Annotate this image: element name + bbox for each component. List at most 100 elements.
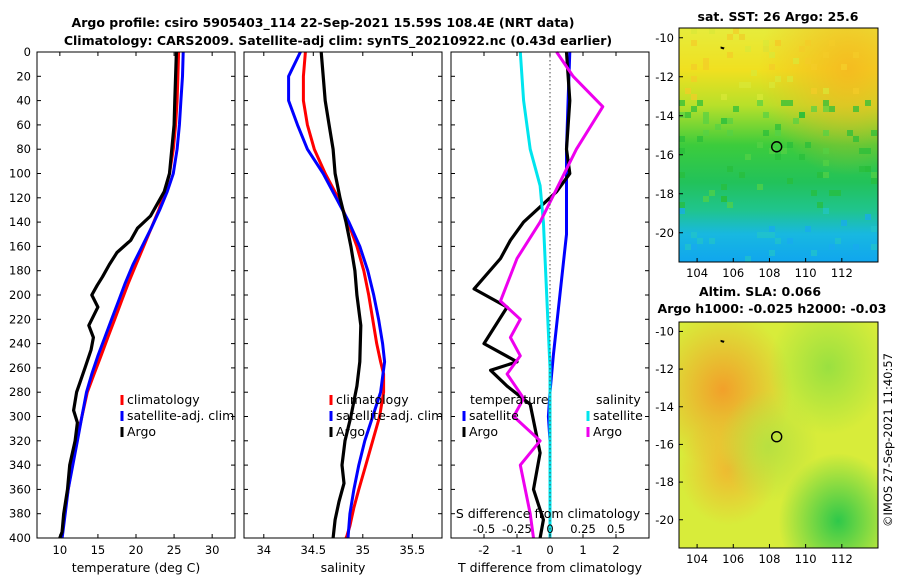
- xtick-label: -2: [478, 543, 489, 557]
- sst-pixel: [775, 154, 781, 160]
- sst-pixel: [739, 34, 745, 40]
- legend-label: salinity: [596, 392, 641, 407]
- xaxis-label: T difference from climatology: [457, 560, 643, 575]
- sst-pixel: [769, 250, 775, 256]
- ytick-label: 20: [16, 69, 31, 83]
- sst-map-frame: [678, 27, 879, 263]
- sst-pixel: [799, 46, 805, 52]
- ytick-label: 180: [9, 264, 31, 278]
- xtick-label: 35: [355, 543, 370, 557]
- xtick-label: 35.5: [399, 543, 425, 557]
- sst-pixel: [811, 250, 817, 256]
- salinity-series-0: [301, 51, 386, 539]
- sla-map-frame: [678, 321, 879, 549]
- sst-pixel: [853, 88, 859, 94]
- sst-pixel: [703, 64, 709, 70]
- sst-pixel: [853, 52, 859, 58]
- sst-pixel: [691, 244, 697, 250]
- difference-series-2: [518, 51, 552, 538]
- sst-pixel: [763, 40, 769, 46]
- sst-pixel: [823, 148, 829, 154]
- sst-pixel: [679, 208, 685, 214]
- argo-position-marker: [770, 430, 783, 443]
- legend-label: temperature: [470, 392, 549, 407]
- sst-pixel: [775, 124, 781, 130]
- sst-pixel: [853, 244, 859, 250]
- sst-pixel: [727, 130, 733, 136]
- temperature-panel: 0 20 40 60 80 100 120 140 160 180 200 220 240 260 280 3…: [9, 45, 236, 575]
- map-xtick-label: 112: [831, 552, 853, 566]
- ytick-label: 400: [9, 531, 31, 545]
- sst-pixel: [769, 52, 775, 58]
- ytick-label: 260: [9, 361, 31, 375]
- map-ytick-label: -10: [655, 31, 674, 45]
- legend-label: climatology: [127, 392, 200, 407]
- sst-pixel: [775, 238, 781, 244]
- sst-pixel: [703, 112, 709, 118]
- salinity-panel: 34 34.5 35 35.5 salinity climatologysatellite…: [243, 51, 443, 575]
- sst-pixel: [697, 136, 703, 142]
- sst-pixel: [697, 238, 703, 244]
- xtick-label: 2: [612, 543, 619, 557]
- temperature-series-1: [60, 51, 185, 539]
- difference-panel: -2 -1 0 1 2 T difference from climatology S di…: [450, 51, 650, 575]
- sst-pixel: [865, 166, 871, 172]
- sst-pixel: [709, 238, 715, 244]
- sst-pixel: [859, 166, 865, 172]
- sst-pixel: [721, 196, 727, 202]
- legend-label: Argo: [336, 424, 365, 439]
- sst-pixel: [691, 40, 697, 46]
- sst-pixel: [805, 226, 811, 232]
- sst-pixel: [739, 172, 745, 178]
- ytick-label: 100: [9, 167, 31, 181]
- sst-pixel: [763, 130, 769, 136]
- sst-pixel: [859, 148, 865, 154]
- sst-pixel: [703, 58, 709, 64]
- sst-pixel: [811, 106, 817, 112]
- sst-pixel: [727, 166, 733, 172]
- sst-pixel: [811, 190, 817, 196]
- map-ytick-label: -20: [655, 513, 674, 527]
- sst-pixel: [871, 130, 877, 136]
- map-ytick-label: -14: [655, 400, 674, 414]
- sst-pixel: [841, 64, 847, 70]
- sst-pixel: [763, 112, 769, 118]
- ytick-label: 60: [16, 118, 31, 132]
- sst-pixel: [727, 118, 733, 124]
- sst-pixel: [679, 172, 685, 178]
- sst-pixel: [757, 100, 763, 106]
- ytick-label: 240: [9, 337, 31, 351]
- sst-pixel: [691, 64, 697, 70]
- sst-pixel: [769, 226, 775, 232]
- legend-label: Argo: [469, 424, 498, 439]
- sst-pixel: [691, 28, 697, 34]
- sst-pixel: [787, 142, 793, 148]
- sst-pixel: [823, 172, 829, 178]
- sst-pixel: [745, 154, 751, 160]
- temperature-axes-frame: [36, 51, 236, 539]
- sst-pixel: [763, 46, 769, 52]
- sst-pixel: [745, 256, 751, 262]
- xtick-label: 15: [91, 543, 106, 557]
- island-marker: [720, 46, 725, 50]
- ytick-label: 200: [9, 288, 31, 302]
- sst-pixel: [763, 232, 769, 238]
- ytick-label: 340: [9, 458, 31, 472]
- sst-pixel: [853, 106, 859, 112]
- xtick-label: 30: [205, 543, 220, 557]
- difference-series-3: [499, 51, 605, 539]
- sst-map-title: sat. SST: 26 Argo: 25.6: [698, 9, 859, 24]
- sst-pixel: [835, 190, 841, 196]
- xtick-label: 34: [256, 543, 271, 557]
- sst-pixel: [721, 184, 727, 190]
- sst-pixel: [865, 100, 871, 106]
- sst-pixel: [679, 112, 685, 118]
- sst-pixel: [769, 148, 775, 154]
- xtick-label: 0: [546, 543, 553, 557]
- sst-pixel: [679, 100, 685, 106]
- sst-pixel: [829, 244, 835, 250]
- sst-pixel: [871, 172, 877, 178]
- sst-pixel: [703, 196, 709, 202]
- sst-pixel: [865, 214, 871, 220]
- ytick-label: 360: [9, 482, 31, 496]
